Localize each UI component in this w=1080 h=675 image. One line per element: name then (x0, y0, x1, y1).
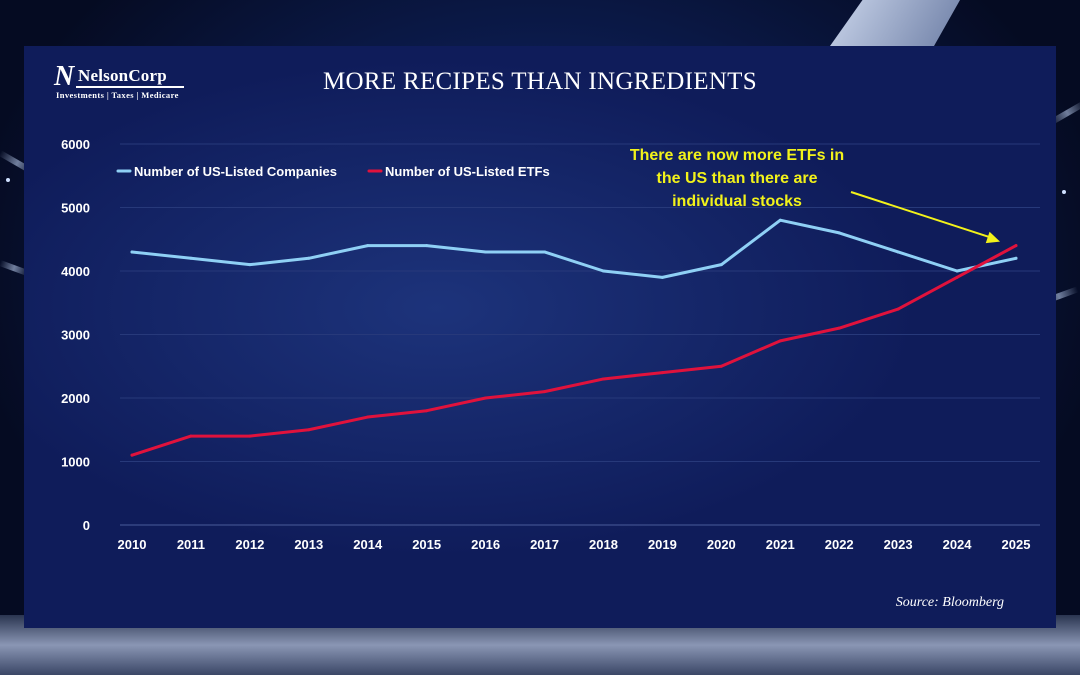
x-tick-label: 2010 (118, 537, 147, 552)
x-axis-ticks: 2010 2011 2012 2013 2014 2015 2016 2017 2018 2019… (118, 537, 1031, 552)
background-light (1062, 190, 1066, 194)
legend-label: Number of US-Listed Companies (134, 164, 337, 179)
etfs-data-point (484, 396, 488, 400)
legend: Number of US-Listed Companies Number of U… (116, 164, 550, 179)
companies-data-point (896, 250, 900, 254)
background-light (6, 178, 10, 182)
etfs-data-point (1014, 244, 1018, 248)
companies-data-point (719, 263, 723, 267)
annotation-arrow (850, 191, 995, 240)
companies-data-point (778, 218, 782, 222)
annotation-text: individual stocks (672, 193, 802, 210)
companies-data-point (307, 256, 311, 260)
companies-data-point (601, 269, 605, 273)
x-tick-label: 2011 (177, 537, 205, 552)
companies-data-point (1014, 256, 1018, 260)
etfs-data-point (601, 377, 605, 381)
etfs-data-point (719, 364, 723, 368)
x-tick-label: 2012 (235, 537, 264, 552)
x-tick-label: 2024 (943, 537, 973, 552)
source-note: Source: Bloomberg (895, 595, 1004, 610)
chart-panel: N NelsonCorp Investments | Taxes | Medic… (24, 46, 1056, 628)
x-tick-label: 2021 (766, 537, 795, 552)
chart-title: MORE RECIPES THAN INGREDIENTS (323, 68, 757, 95)
companies-data-point (248, 263, 252, 267)
companies-data-point (366, 244, 370, 248)
x-tick-label: 2023 (884, 537, 913, 552)
etfs-data-point (837, 326, 841, 330)
companies-data-point (425, 244, 429, 248)
etfs-data-point (189, 434, 193, 438)
etfs-data-point (955, 275, 959, 279)
companies-series-line (130, 218, 1018, 279)
x-tick-label: 2013 (294, 537, 323, 552)
x-tick-label: 2025 (1002, 537, 1031, 552)
x-tick-label: 2019 (648, 537, 677, 552)
annotation-arrowhead (985, 231, 1000, 244)
y-tick-label: 1000 (61, 455, 90, 470)
etfs-series-line (130, 244, 1018, 457)
etfs-data-point (366, 415, 370, 419)
x-tick-label: 2022 (825, 537, 854, 552)
companies-data-point (955, 269, 959, 273)
series-lines (130, 218, 1018, 457)
logo-mark: N (54, 61, 75, 92)
x-tick-label: 2014 (353, 537, 383, 552)
x-tick-label: 2017 (530, 537, 559, 552)
companies-data-point (484, 250, 488, 254)
y-tick-label: 6000 (61, 137, 90, 152)
etfs-data-point (660, 371, 664, 375)
y-axis-ticks: 0 1000 2000 3000 4000 5000 6000 (61, 137, 90, 533)
etfs-data-point (130, 453, 134, 457)
annotation: There are now more ETFs in the US than th… (630, 147, 1000, 244)
y-tick-label: 0 (83, 518, 90, 533)
logo-underline (76, 86, 184, 88)
etfs-data-point (425, 409, 429, 413)
companies-data-point (130, 250, 134, 254)
companies-data-point (660, 275, 664, 279)
etfs-data-point (307, 428, 311, 432)
etfs-data-point (896, 307, 900, 311)
grid-lines (120, 143, 1040, 526)
y-tick-label: 2000 (61, 391, 90, 406)
x-tick-label: 2018 (589, 537, 618, 552)
x-tick-label: 2020 (707, 537, 736, 552)
companies-data-point (543, 250, 547, 254)
y-tick-label: 5000 (61, 201, 90, 216)
companies-data-point (189, 256, 193, 260)
annotation-text: the US than there are (657, 170, 818, 187)
y-tick-label: 4000 (61, 264, 90, 279)
logo-tagline: Investments | Taxes | Medicare (56, 90, 179, 100)
legend-label: Number of US-Listed ETFs (385, 164, 550, 179)
logo-name: NelsonCorp (78, 66, 167, 85)
y-tick-label: 3000 (61, 328, 90, 343)
etfs-data-point (543, 390, 547, 394)
annotation-text: There are now more ETFs in (630, 147, 844, 164)
x-tick-label: 2015 (412, 537, 441, 552)
x-tick-label: 2016 (471, 537, 500, 552)
companies-data-point (837, 231, 841, 235)
brand-logo: N NelsonCorp Investments | Taxes | Medic… (54, 62, 194, 102)
etfs-data-point (248, 434, 252, 438)
background-top-shape (830, 0, 960, 46)
etfs-data-point (778, 339, 782, 343)
